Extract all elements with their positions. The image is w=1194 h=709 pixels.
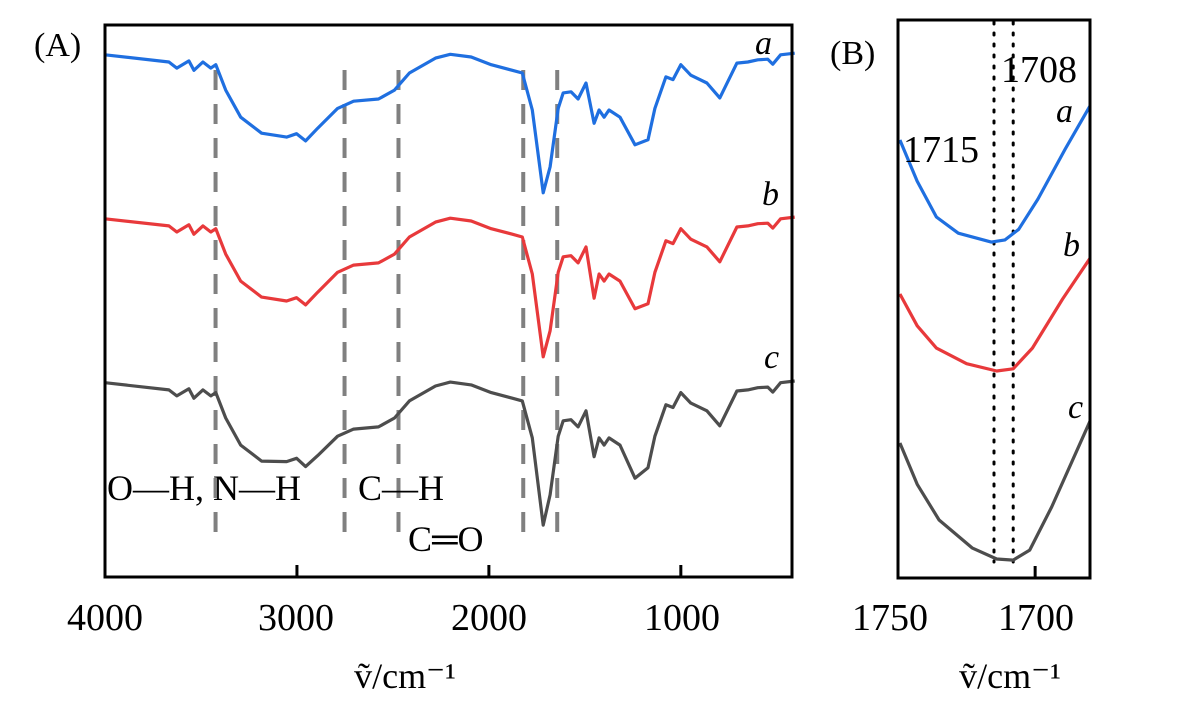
series-label-b: b: [762, 176, 779, 213]
x-axis-label-b: ṽ/cm⁻¹: [959, 656, 1061, 696]
series-lines-b: [898, 105, 1092, 562]
series-lines-a: [104, 51, 795, 527]
plot-frame-b: [896, 18, 1092, 580]
reference-lines-a: [213, 70, 560, 545]
reference-lines-b: [992, 20, 1015, 564]
x-tick-label: 4000: [67, 597, 143, 639]
series-label-b: b: [1063, 227, 1080, 264]
x-tick-label: 1000: [644, 597, 720, 639]
series-line-b: [898, 257, 1092, 373]
series-label-c: c: [764, 339, 779, 376]
annotation-co: C═O: [408, 519, 484, 559]
series-line-b: [104, 215, 795, 359]
ref-line-label-1715: 1715: [903, 129, 979, 171]
panel-b: (B) 1708 1715 a b c 1750 1700 ṽ/cm⁻¹: [830, 18, 1092, 696]
series-line-c: [104, 379, 795, 527]
panel-label-b: (B): [830, 35, 875, 72]
x-tick-label: 2000: [451, 597, 527, 639]
series-line-a: [898, 105, 1092, 244]
x-tick-label: 3000: [258, 597, 334, 639]
ticks-a: [295, 565, 683, 577]
series-line-a: [104, 51, 795, 195]
ref-line-label-1708: 1708: [1001, 49, 1077, 91]
panel-a: (A) a b c O—H, N—H C—H C═O 4000 3000 200…: [34, 23, 795, 696]
x-axis-label-a: ṽ/cm⁻¹: [354, 656, 456, 696]
x-tick-label: 1750: [852, 597, 928, 639]
panel-label-a: (A): [34, 27, 81, 64]
series-line-c: [898, 420, 1092, 562]
series-label-c: c: [1068, 389, 1083, 426]
annotation-oh-nh: O—H, N—H: [107, 468, 301, 508]
series-label-a: a: [755, 25, 772, 62]
x-tick-label: 1700: [998, 597, 1074, 639]
annotation-ch: C—H: [358, 468, 444, 508]
series-label-a: a: [1056, 93, 1073, 130]
plot-frame-a: [103, 23, 794, 579]
